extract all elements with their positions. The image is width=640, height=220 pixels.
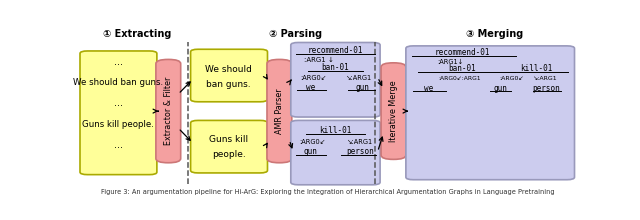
Text: kill-01: kill-01: [319, 126, 351, 135]
Text: Guns kill: Guns kill: [209, 135, 248, 144]
Text: recommend-01: recommend-01: [435, 48, 490, 57]
Text: We should: We should: [205, 65, 252, 74]
Text: Extractor & Filter: Extractor & Filter: [164, 77, 173, 145]
Text: :ARG1↓: :ARG1↓: [437, 59, 463, 65]
Text: ② Parsing: ② Parsing: [269, 29, 323, 39]
Text: ban-01: ban-01: [449, 64, 476, 73]
FancyBboxPatch shape: [291, 120, 380, 185]
Text: ...: ...: [114, 140, 123, 150]
FancyBboxPatch shape: [80, 51, 157, 175]
Text: We should ban guns.: We should ban guns.: [73, 78, 163, 87]
FancyBboxPatch shape: [267, 59, 292, 163]
FancyBboxPatch shape: [191, 49, 268, 102]
FancyBboxPatch shape: [156, 59, 180, 163]
Text: Figure 3: An argumentation pipeline for Hi-ArG: Exploring the Integration of Hie: Figure 3: An argumentation pipeline for …: [101, 189, 555, 194]
Text: ↘:ARG1: ↘:ARG1: [532, 76, 557, 81]
Text: Iterative Merge: Iterative Merge: [389, 80, 398, 142]
Text: gun: gun: [304, 147, 317, 156]
Text: kill-01: kill-01: [520, 64, 552, 73]
Text: ban-01: ban-01: [321, 63, 349, 72]
FancyBboxPatch shape: [191, 120, 268, 173]
Text: AMR Parser: AMR Parser: [275, 88, 284, 134]
Text: :ARG0↙: :ARG0↙: [299, 139, 325, 145]
Text: gun: gun: [493, 84, 507, 93]
Text: ↘:ARG1: ↘:ARG1: [346, 139, 372, 145]
Text: ...: ...: [114, 98, 123, 108]
Text: person: person: [532, 84, 560, 93]
Text: people.: people.: [212, 150, 246, 159]
Text: we: we: [424, 84, 433, 93]
Text: we: we: [306, 83, 316, 92]
Text: :ARG0↙:ARG1: :ARG0↙:ARG1: [438, 76, 481, 81]
FancyBboxPatch shape: [291, 42, 380, 117]
Text: :ARG1 ↓: :ARG1 ↓: [304, 57, 334, 63]
Text: ③ Merging: ③ Merging: [465, 29, 523, 39]
Text: person: person: [346, 147, 374, 156]
Text: ...: ...: [114, 57, 123, 67]
FancyBboxPatch shape: [381, 63, 406, 159]
Text: :ARG0↙: :ARG0↙: [300, 75, 326, 81]
Text: ↘:ARG1: ↘:ARG1: [345, 75, 371, 81]
Text: ban guns.: ban guns.: [207, 80, 251, 89]
Text: gun: gun: [356, 83, 370, 92]
Text: Guns kill people.: Guns kill people.: [83, 120, 154, 129]
Text: ① Extracting: ① Extracting: [103, 29, 172, 39]
Text: :ARG0↙: :ARG0↙: [499, 76, 524, 81]
Text: recommend-01: recommend-01: [308, 46, 363, 55]
FancyBboxPatch shape: [406, 46, 575, 180]
